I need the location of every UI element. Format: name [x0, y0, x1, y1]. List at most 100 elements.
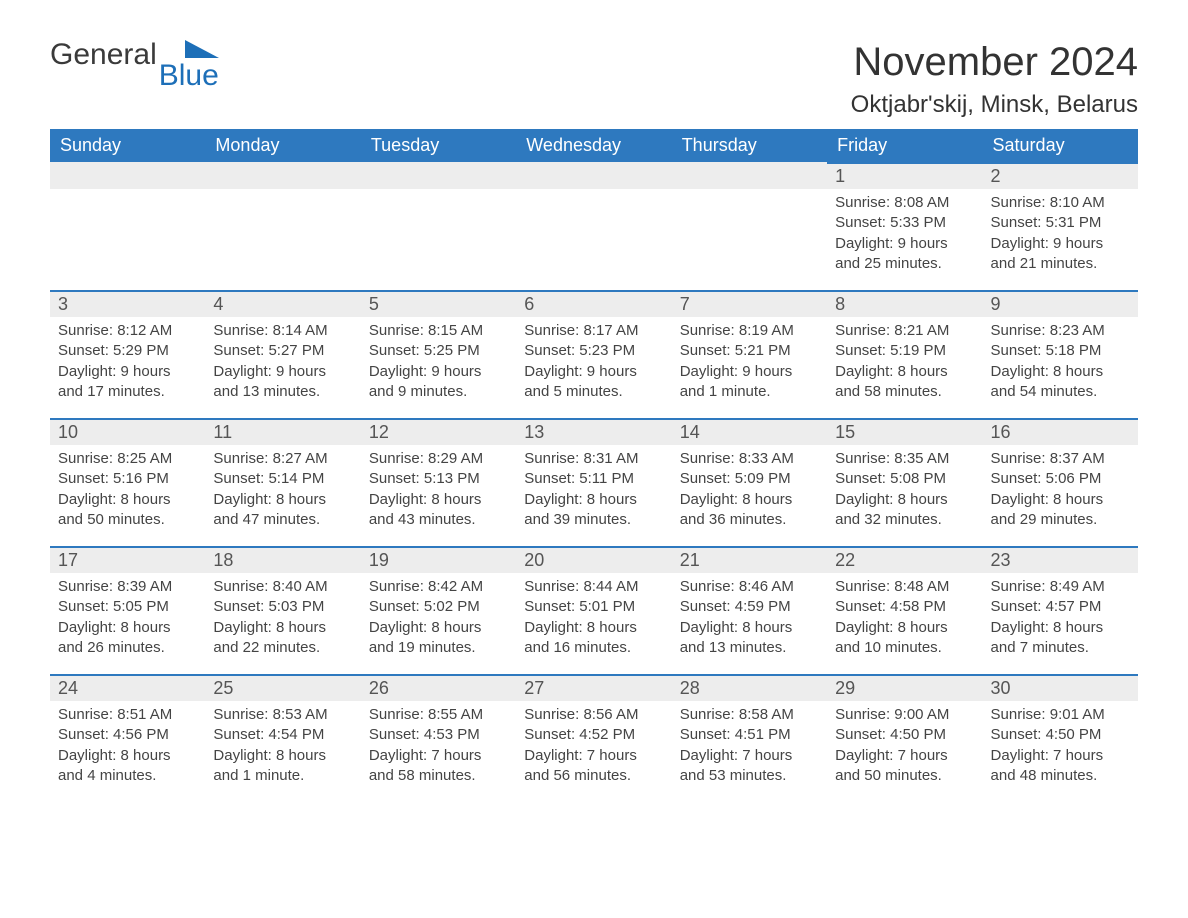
- day-body: Sunrise: 8:49 AMSunset: 4:57 PMDaylight:…: [983, 573, 1138, 658]
- sunrise-text: Sunrise: 9:01 AM: [991, 705, 1130, 725]
- day-cell: 3 Sunrise: 8:12 AMSunset: 5:29 PMDaylight…: [50, 290, 205, 418]
- day-number: [50, 162, 205, 189]
- day-cell: 6Sunrise: 8:17 AMSunset: 5:23 PMDaylight…: [516, 290, 671, 418]
- dow-cell: Saturday: [983, 129, 1138, 162]
- day-cell: 14Sunrise: 8:33 AMSunset: 5:09 PMDayligh…: [672, 418, 827, 546]
- sunset-text: Sunset: 5:02 PM: [369, 597, 508, 617]
- sunrise-text: Sunrise: 8:14 AM: [213, 321, 352, 341]
- day-number: 9: [983, 290, 1138, 317]
- daylight-text: Daylight: 7 hours and 53 minutes.: [680, 746, 819, 787]
- day-body: Sunrise: 8:46 AMSunset: 4:59 PMDaylight:…: [672, 573, 827, 658]
- day-cell: [361, 162, 516, 290]
- day-body: Sunrise: 8:53 AMSunset: 4:54 PMDaylight:…: [205, 701, 360, 786]
- sunrise-text: Sunrise: 8:23 AM: [991, 321, 1130, 341]
- day-body: Sunrise: 8:33 AMSunset: 5:09 PMDaylight:…: [672, 445, 827, 530]
- sunrise-text: Sunrise: 8:44 AM: [524, 577, 663, 597]
- daylight-text: Daylight: 8 hours and 19 minutes.: [369, 618, 508, 659]
- sunset-text: Sunset: 5:01 PM: [524, 597, 663, 617]
- sunset-text: Sunset: 4:51 PM: [680, 725, 819, 745]
- day-body: Sunrise: 8:55 AMSunset: 4:53 PMDaylight:…: [361, 701, 516, 786]
- sunset-text: Sunset: 5:13 PM: [369, 469, 508, 489]
- week-row: 3Sunrise: 8:12 AMSunset: 5:29 PMDaylight…: [50, 290, 1138, 418]
- day-number: 14: [672, 418, 827, 445]
- day-cell: [516, 162, 671, 290]
- daylight-text: Daylight: 9 hours and 17 minutes.: [58, 362, 197, 403]
- day-number: 15: [827, 418, 982, 445]
- dow-cell: Tuesday: [361, 129, 516, 162]
- day-body: Sunrise: 8:31 AMSunset: 5:11 PMDaylight:…: [516, 445, 671, 530]
- dow-cell: Thursday: [672, 129, 827, 162]
- brand-word-1: General: [50, 40, 157, 70]
- sunset-text: Sunset: 5:25 PM: [369, 341, 508, 361]
- sunrise-text: Sunrise: 8:08 AM: [835, 193, 974, 213]
- day-cell: 18Sunrise: 8:40 AMSunset: 5:03 PMDayligh…: [205, 546, 360, 674]
- sunrise-text: Sunrise: 8:21 AM: [835, 321, 974, 341]
- title-block: November 2024 Oktjabr'skij, Minsk, Belar…: [851, 40, 1138, 119]
- daylight-text: Daylight: 7 hours and 58 minutes.: [369, 746, 508, 787]
- calendar-weeks: 1Sunrise: 8:08 AMSunset: 5:33 PMDaylight…: [50, 162, 1138, 802]
- daylight-text: Daylight: 8 hours and 43 minutes.: [369, 490, 508, 531]
- daylight-text: Daylight: 9 hours and 1 minute.: [680, 362, 819, 403]
- sunrise-text: Sunrise: 8:53 AM: [213, 705, 352, 725]
- day-body: Sunrise: 8:19 AMSunset: 5:21 PMDaylight:…: [672, 317, 827, 402]
- sunrise-text: Sunrise: 8:56 AM: [524, 705, 663, 725]
- day-cell: 17Sunrise: 8:39 AMSunset: 5:05 PMDayligh…: [50, 546, 205, 674]
- day-cell: 4Sunrise: 8:14 AMSunset: 5:27 PMDaylight…: [205, 290, 360, 418]
- day-cell: 16Sunrise: 8:37 AMSunset: 5:06 PMDayligh…: [983, 418, 1138, 546]
- sunrise-text: Sunrise: 8:12 AM: [58, 321, 197, 341]
- day-number: 10: [50, 418, 205, 445]
- day-number: 2: [983, 162, 1138, 189]
- day-body: Sunrise: 9:01 AMSunset: 4:50 PMDaylight:…: [983, 701, 1138, 786]
- day-cell: 8Sunrise: 8:21 AMSunset: 5:19 PMDaylight…: [827, 290, 982, 418]
- week-row: 24Sunrise: 8:51 AMSunset: 4:56 PMDayligh…: [50, 674, 1138, 802]
- day-body: Sunrise: 8:14 AMSunset: 5:27 PMDaylight:…: [205, 317, 360, 402]
- daylight-text: Daylight: 8 hours and 4 minutes.: [58, 746, 197, 787]
- day-cell: 21Sunrise: 8:46 AMSunset: 4:59 PMDayligh…: [672, 546, 827, 674]
- sunrise-text: Sunrise: 8:10 AM: [991, 193, 1130, 213]
- dow-cell: Sunday: [50, 129, 205, 162]
- day-number: 8: [827, 290, 982, 317]
- sunset-text: Sunset: 5:06 PM: [991, 469, 1130, 489]
- sunset-text: Sunset: 4:59 PM: [680, 597, 819, 617]
- sunset-text: Sunset: 4:50 PM: [835, 725, 974, 745]
- sunrise-text: Sunrise: 8:48 AM: [835, 577, 974, 597]
- day-cell: 30Sunrise: 9:01 AMSunset: 4:50 PMDayligh…: [983, 674, 1138, 802]
- sunset-text: Sunset: 4:50 PM: [991, 725, 1130, 745]
- daylight-text: Daylight: 7 hours and 48 minutes.: [991, 746, 1130, 787]
- sunrise-text: Sunrise: 8:58 AM: [680, 705, 819, 725]
- day-number: 25: [205, 674, 360, 701]
- day-number: 28: [672, 674, 827, 701]
- daylight-text: Daylight: 8 hours and 26 minutes.: [58, 618, 197, 659]
- day-number: 29: [827, 674, 982, 701]
- week-row: 1Sunrise: 8:08 AMSunset: 5:33 PMDaylight…: [50, 162, 1138, 290]
- daylight-text: Daylight: 8 hours and 29 minutes.: [991, 490, 1130, 531]
- month-title: November 2024: [851, 40, 1138, 85]
- day-number: 18: [205, 546, 360, 573]
- day-cell: [672, 162, 827, 290]
- daylight-text: Daylight: 8 hours and 50 minutes.: [58, 490, 197, 531]
- day-number: [516, 162, 671, 189]
- day-body: Sunrise: 8:37 AMSunset: 5:06 PMDaylight:…: [983, 445, 1138, 530]
- day-body: Sunrise: 8:17 AMSunset: 5:23 PMDaylight:…: [516, 317, 671, 402]
- day-body: Sunrise: 8:25 AMSunset: 5:16 PMDaylight:…: [50, 445, 205, 530]
- day-number: 3: [50, 290, 205, 317]
- daylight-text: Daylight: 8 hours and 36 minutes.: [680, 490, 819, 531]
- sunrise-text: Sunrise: 8:55 AM: [369, 705, 508, 725]
- day-cell: 28 Sunrise: 8:58 AMSunset: 4:51 PMDayligh…: [672, 674, 827, 802]
- day-cell: 1Sunrise: 8:08 AMSunset: 5:33 PMDaylight…: [827, 162, 982, 290]
- day-cell: 25Sunrise: 8:53 AMSunset: 4:54 PMDayligh…: [205, 674, 360, 802]
- day-body: Sunrise: 8:56 AMSunset: 4:52 PMDaylight:…: [516, 701, 671, 786]
- sunrise-text: Sunrise: 8:39 AM: [58, 577, 197, 597]
- day-cell: 5Sunrise: 8:15 AMSunset: 5:25 PMDaylight…: [361, 290, 516, 418]
- sunset-text: Sunset: 4:53 PM: [369, 725, 508, 745]
- day-cell: 2Sunrise: 8:10 AMSunset: 5:31 PMDaylight…: [983, 162, 1138, 290]
- daylight-text: Daylight: 8 hours and 32 minutes.: [835, 490, 974, 531]
- daylight-text: Daylight: 9 hours and 25 minutes.: [835, 234, 974, 275]
- sunset-text: Sunset: 5:29 PM: [58, 341, 197, 361]
- daylight-text: Daylight: 8 hours and 13 minutes.: [680, 618, 819, 659]
- day-cell: 19Sunrise: 8:42 AMSunset: 5:02 PMDayligh…: [361, 546, 516, 674]
- sunset-text: Sunset: 5:31 PM: [991, 213, 1130, 233]
- day-number: 5: [361, 290, 516, 317]
- day-cell: [50, 162, 205, 290]
- sunrise-text: Sunrise: 9:00 AM: [835, 705, 974, 725]
